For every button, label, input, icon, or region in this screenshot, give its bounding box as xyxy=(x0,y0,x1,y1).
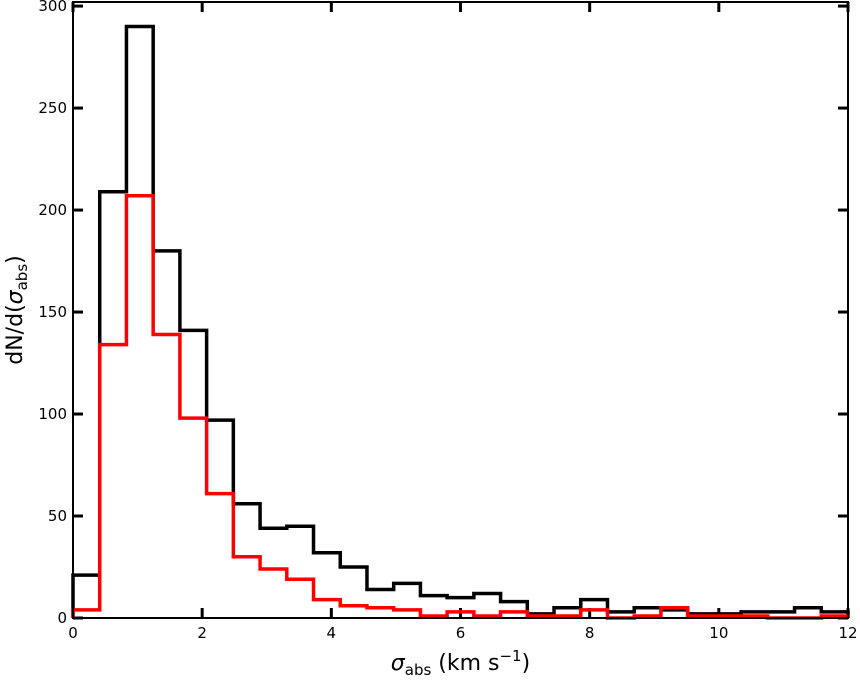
y-axis-label-subscript: abs xyxy=(13,264,31,291)
x-axis-ticks: 0 2 4 6 8 10 12 xyxy=(68,2,858,642)
x-tick-label: 2 xyxy=(197,624,207,642)
x-tick-label: 12 xyxy=(838,624,857,642)
y-tick-label: 150 xyxy=(38,303,67,321)
x-axis-label-superscript: −1 xyxy=(499,647,521,665)
y-tick-label: 300 xyxy=(38,0,67,15)
y-axis-ticks: 0 50 100 150 200 250 300 xyxy=(38,0,848,627)
histogram-step-series-2 xyxy=(71,194,850,620)
x-tick-label: 0 xyxy=(68,624,78,642)
x-tick-label: 8 xyxy=(585,624,595,642)
x-axis-label-text: (km s xyxy=(431,651,499,676)
x-axis-label: σabs (km s−1) xyxy=(391,647,530,679)
x-tick-label: 10 xyxy=(709,624,728,642)
y-axis-label-close: ) xyxy=(3,255,28,264)
histogram-step-series-1 xyxy=(71,24,850,618)
y-tick-label: 50 xyxy=(48,507,67,525)
y-axis-label: dN/d(σabs) xyxy=(3,255,31,364)
x-tick-label: 4 xyxy=(327,624,337,642)
x-axis-label-symbol: σ xyxy=(391,651,406,676)
y-tick-label: 0 xyxy=(57,609,67,627)
y-tick-label: 200 xyxy=(38,201,67,219)
series-layer xyxy=(71,24,850,620)
x-tick-label: 6 xyxy=(456,624,466,642)
y-tick-label: 250 xyxy=(38,99,67,117)
y-tick-label: 100 xyxy=(38,405,67,423)
y-axis-label-prefix: dN/d( xyxy=(3,304,28,364)
x-axis-label-close: ) xyxy=(522,651,531,676)
y-axis-label-symbol: σ xyxy=(3,289,28,304)
x-axis-label-subscript: abs xyxy=(405,661,432,679)
plot-frame xyxy=(72,1,849,619)
